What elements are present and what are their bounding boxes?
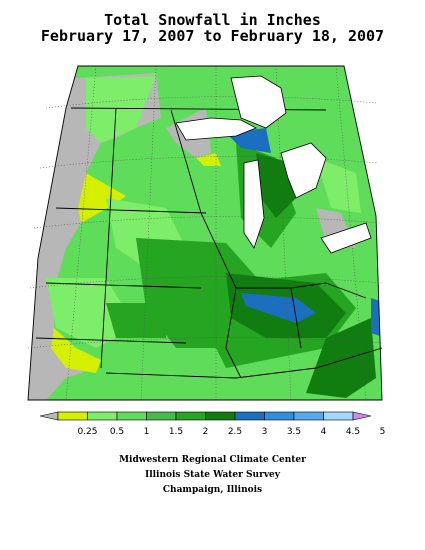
legend-tick-label: 0.5 — [110, 427, 124, 437]
legend-tick-label: 4.5 — [346, 427, 360, 437]
legend-tick-label: 1.5 — [169, 427, 183, 437]
snowfall-map — [26, 48, 396, 402]
map-subtitle-date-range: February 17, 2007 to February 18, 2007 — [40, 27, 385, 45]
credit-org: Midwestern Regional Climate Center — [119, 455, 306, 465]
legend-tick-label: 5 — [380, 427, 386, 437]
snowfall-legend: 0.25 0.5 1 1.5 2 2.5 3 3.5 4 4.5 5 — [39, 411, 386, 437]
legend-tick-label: 1 — [144, 427, 150, 437]
map-title: Total Snowfall in Inches — [104, 11, 321, 29]
snowfall-shading — [28, 66, 382, 400]
legend-tick-label: 2.5 — [228, 427, 242, 437]
legend-tick-label: 0.25 — [77, 427, 97, 437]
legend-swatch — [234, 411, 265, 421]
credit-survey: Illinois State Water Survey — [144, 470, 281, 480]
great-lakes — [175, 75, 372, 254]
legend-swatch — [146, 411, 177, 421]
legend-swatch — [264, 411, 295, 421]
legend-swatch — [116, 411, 147, 421]
legend-below-min-arrow — [39, 411, 59, 421]
credit-location: Champaign, Illinois — [162, 485, 263, 495]
legend-tick-label: 3 — [262, 427, 268, 437]
legend-swatch — [205, 411, 236, 421]
boundaries — [27, 65, 383, 401]
legend-swatch — [57, 411, 88, 421]
legend-tick-label: 3.5 — [287, 427, 301, 437]
legend-above-max-arrow — [352, 411, 372, 421]
legend-swatch — [87, 411, 118, 421]
legend-tick-label: 4 — [321, 427, 327, 437]
legend-swatch — [293, 411, 324, 421]
legend-tick-label: 2 — [203, 427, 209, 437]
legend-swatch — [175, 411, 206, 421]
legend-swatch — [323, 411, 354, 421]
graticule — [27, 65, 383, 401]
